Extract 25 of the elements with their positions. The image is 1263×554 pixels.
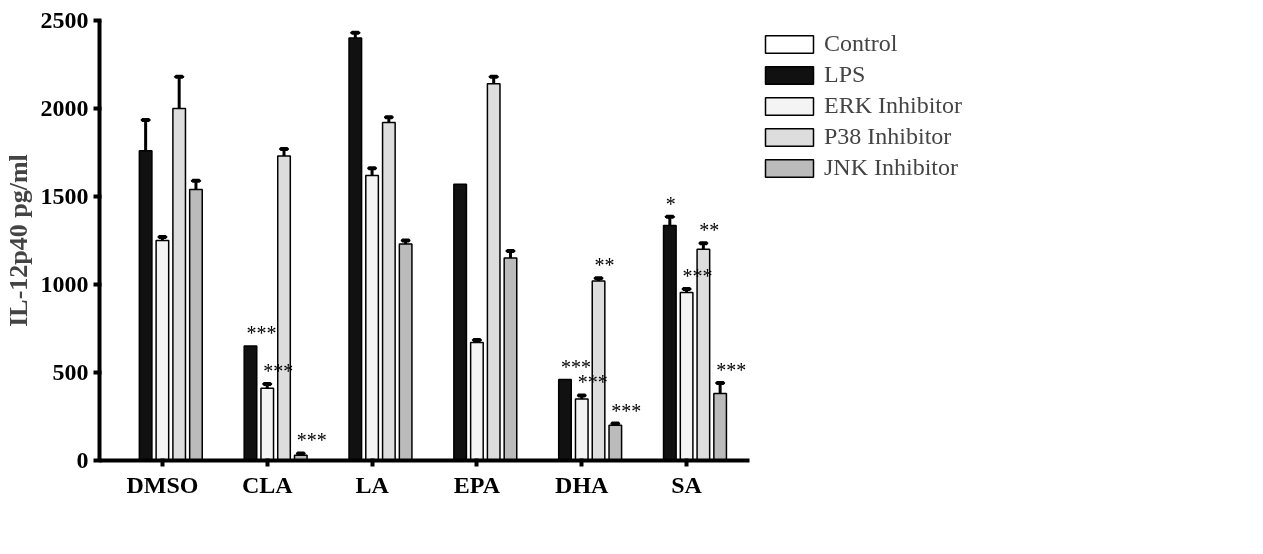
data-label: *** [246,322,277,345]
legend-label: ERK Inhibitor [824,92,962,119]
y-tick-label: 2000 [40,95,89,121]
y-axis-title: IL-12p40 pg/ml [3,154,33,327]
x-tick-label: DMSO [126,471,199,498]
data-label: ** [594,254,615,277]
x-tick-label: LA [355,471,390,498]
data-label: * [665,192,676,215]
x-tick-label: DHA [555,471,610,498]
x-tick-label: EPA [453,471,501,498]
y-tick-label: 500 [52,359,89,385]
y-tick-label: 0 [76,447,89,473]
data-label: *** [716,359,747,382]
y-tick-label: 1500 [40,183,89,209]
x-tick-label: SA [671,471,703,498]
legend-label: Control [824,30,898,57]
legend-label: P38 Inhibitor [824,123,952,150]
y-tick-label: 2500 [40,7,89,33]
y-tick-label: 1000 [40,271,89,297]
data-label: *** [611,399,642,422]
legend-label: LPS [824,61,866,88]
data-label: ** [699,219,720,242]
data-label: *** [296,429,327,452]
x-tick-label: CLA [241,471,294,498]
legend-label: JNK Inhibitor [824,154,958,181]
